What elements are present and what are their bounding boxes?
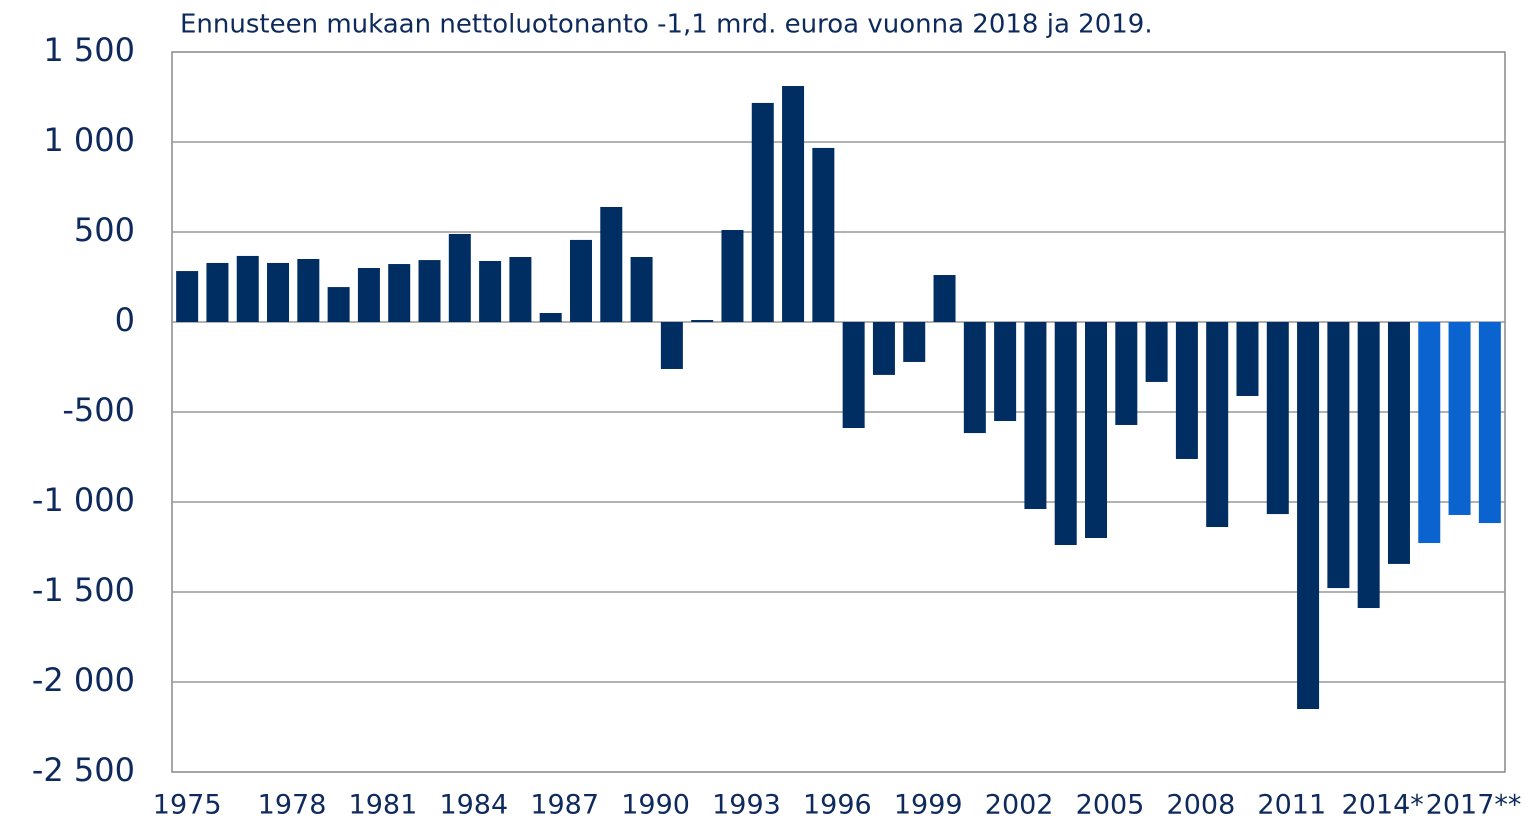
bar: [994, 322, 1017, 421]
bar: [297, 259, 320, 322]
bar: [1266, 322, 1289, 515]
bar: [206, 262, 229, 322]
bar: [903, 322, 926, 362]
bar: [539, 313, 562, 322]
bar: [1448, 322, 1471, 515]
bar: [1175, 322, 1198, 459]
y-tick-label: 1 500: [43, 31, 135, 69]
x-tick-label: 2005: [1076, 790, 1145, 821]
x-tick-label: 1975: [153, 790, 222, 821]
bar: [1236, 322, 1259, 396]
bar: [1145, 322, 1168, 382]
bar: [782, 86, 805, 323]
bar: [327, 287, 350, 322]
bar: [1297, 322, 1320, 709]
chart-title: Ennusteen mukaan nettoluotonanto -1,1 mr…: [180, 10, 1153, 40]
x-tick-label: 1978: [258, 790, 327, 821]
x-tick-label: 2014*: [1342, 790, 1424, 821]
bar: [1357, 322, 1380, 609]
y-tick-label: -500: [62, 391, 135, 429]
bar: [236, 255, 259, 322]
bar: [812, 147, 835, 322]
x-tick-label: 1981: [349, 790, 418, 821]
y-tick-label: 0: [115, 301, 135, 339]
bar: [267, 262, 290, 322]
x-tick-label: 1984: [439, 790, 508, 821]
bar: [1024, 322, 1047, 510]
x-tick-label: 2017**: [1426, 790, 1522, 821]
bar: [1327, 322, 1350, 589]
x-tick-label: 1999: [894, 790, 963, 821]
bar: [1085, 322, 1108, 538]
x-tick-label: 1987: [530, 790, 599, 821]
bar: [569, 239, 592, 322]
bar: [448, 233, 471, 322]
bar: [418, 260, 441, 322]
x-tick-label: 1990: [621, 790, 690, 821]
bar: [1054, 322, 1077, 546]
y-tick-label: -1 500: [32, 571, 135, 609]
x-tick-label: 1996: [803, 790, 872, 821]
bar: [630, 257, 653, 322]
bar: [933, 275, 956, 322]
bar: [842, 322, 865, 429]
bar: [509, 257, 532, 322]
y-tick-label: -2 000: [32, 661, 135, 699]
bar: [1418, 322, 1441, 544]
bar: [1387, 322, 1410, 564]
x-tick-label: 1993: [712, 790, 781, 821]
bar: [691, 320, 714, 322]
bar: [721, 230, 744, 322]
bar: [872, 322, 895, 375]
bar: [1206, 322, 1229, 528]
bar: [388, 264, 411, 322]
bar: [1115, 322, 1138, 425]
bar: [660, 322, 683, 369]
bar: [1478, 322, 1501, 524]
x-tick-label: 2011: [1257, 790, 1326, 821]
x-tick-label: 2008: [1167, 790, 1236, 821]
bar: [600, 206, 623, 322]
bar: [479, 260, 502, 322]
y-tick-label: 500: [74, 211, 135, 249]
bar: [357, 268, 380, 322]
y-tick-label: 1 000: [43, 121, 135, 159]
bar: [963, 322, 986, 434]
bar: [751, 102, 774, 322]
x-tick-label: 2002: [985, 790, 1054, 821]
y-tick-label: -2 500: [32, 751, 135, 789]
y-tick-label: -1 000: [32, 481, 135, 519]
bar: [176, 271, 199, 322]
